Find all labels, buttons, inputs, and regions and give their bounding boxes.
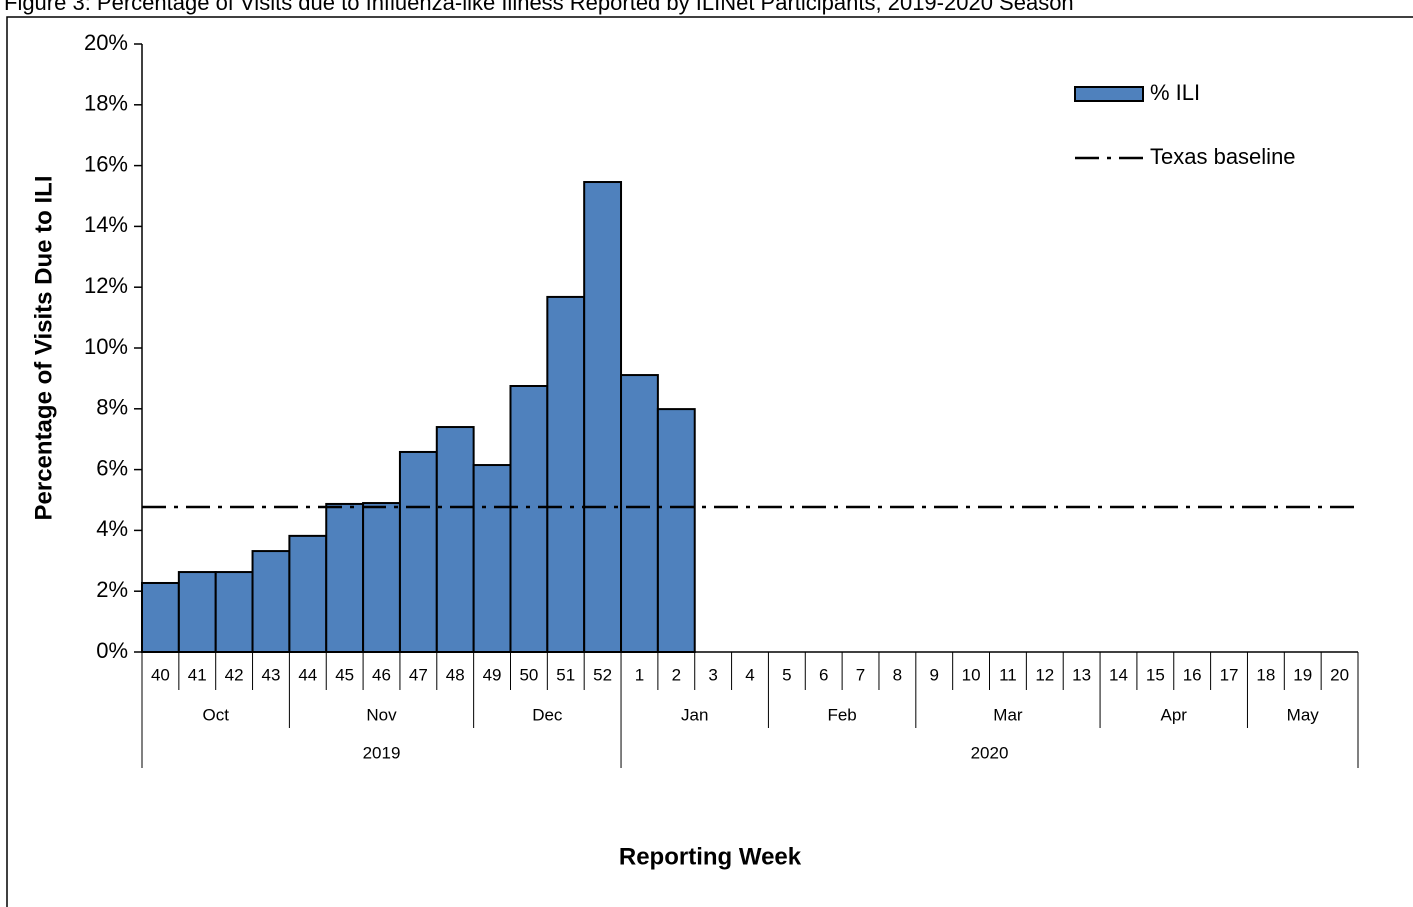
y-tick-label: 0%	[96, 638, 128, 663]
x-tick-label: 7	[856, 665, 865, 684]
y-tick-label: 16%	[84, 151, 128, 176]
x-tick-label: 10	[962, 665, 981, 684]
x-tick-label: 11	[999, 665, 1017, 684]
bar	[288, 534, 328, 654]
x-tick-label: 40	[151, 665, 170, 684]
bar	[362, 502, 401, 654]
y-tick-label: 14%	[84, 212, 128, 237]
bar	[509, 385, 549, 653]
month-label: Dec	[532, 705, 563, 724]
x-tick-label: 16	[1183, 665, 1202, 684]
x-tick-label: 1	[635, 665, 644, 684]
x-tick-label: 13	[1072, 665, 1091, 684]
bar	[214, 571, 254, 653]
x-tick-label: 49	[483, 665, 502, 684]
x-tick-label: 52	[593, 665, 612, 684]
bar	[398, 450, 438, 653]
bar	[620, 374, 659, 653]
x-tick-label: 15	[1146, 665, 1165, 684]
year-label: 2019	[363, 743, 401, 762]
y-axis-title: Percentage of Visits Due to ILI	[30, 176, 57, 521]
bar	[177, 571, 217, 653]
month-label: Oct	[202, 705, 229, 724]
month-label: Feb	[827, 705, 856, 724]
x-tick-label: 3	[708, 665, 717, 684]
x-axis-title: Reporting Week	[619, 843, 802, 870]
y-tick-label: 6%	[96, 455, 128, 480]
x-tick-label: 46	[372, 665, 391, 684]
x-tick-label: 18	[1256, 665, 1275, 684]
y-tick-label: 10%	[84, 334, 128, 359]
legend-label: Texas baseline	[1150, 144, 1296, 169]
x-tick-label: 50	[519, 665, 538, 684]
x-tick-label: 41	[188, 665, 207, 684]
x-tick-label: 14	[1109, 665, 1128, 684]
month-label: Apr	[1161, 705, 1188, 724]
x-tick-label: 12	[1035, 665, 1054, 684]
x-tick-label: 19	[1293, 665, 1312, 684]
month-label: Nov	[366, 705, 397, 724]
x-tick-label: 5	[782, 665, 791, 684]
year-label: 2020	[971, 743, 1009, 762]
y-tick-label: 12%	[84, 273, 128, 298]
x-tick-label: 48	[446, 665, 465, 684]
y-tick-label: 18%	[84, 91, 128, 116]
legend-label: % ILI	[1150, 80, 1200, 105]
x-tick-label: 20	[1330, 665, 1349, 684]
x-tick-label: 45	[335, 665, 354, 684]
x-tick-label: 4	[745, 665, 754, 684]
x-tick-label: 42	[225, 665, 244, 684]
x-tick-label: 8	[893, 665, 902, 684]
y-tick-label: 2%	[96, 577, 128, 602]
chart-frame	[6, 16, 1413, 907]
x-tick-label: 43	[262, 665, 281, 684]
x-tick-label: 2	[672, 665, 681, 684]
bar	[325, 502, 365, 653]
bar	[583, 181, 623, 654]
x-tick-label: 47	[409, 665, 428, 684]
bar	[472, 464, 512, 654]
month-label: Mar	[993, 705, 1023, 724]
y-tick-label: 20%	[84, 30, 128, 55]
bar	[656, 408, 696, 653]
chart-title: Figure 3: Percentage of Visits due to In…	[4, 0, 1074, 15]
y-tick-label: 8%	[96, 395, 128, 420]
y-tick-label: 4%	[96, 516, 128, 541]
month-label: May	[1287, 705, 1320, 724]
bar	[435, 426, 475, 654]
x-tick-label: 9	[930, 665, 939, 684]
x-tick-label: 51	[556, 665, 575, 684]
x-tick-label: 17	[1220, 665, 1239, 684]
bar	[546, 295, 586, 653]
bar	[251, 550, 291, 654]
x-tick-label: 44	[298, 665, 317, 684]
month-label: Jan	[681, 705, 708, 724]
legend-swatch	[1074, 86, 1144, 102]
bar	[141, 581, 180, 654]
x-tick-label: 6	[819, 665, 828, 684]
